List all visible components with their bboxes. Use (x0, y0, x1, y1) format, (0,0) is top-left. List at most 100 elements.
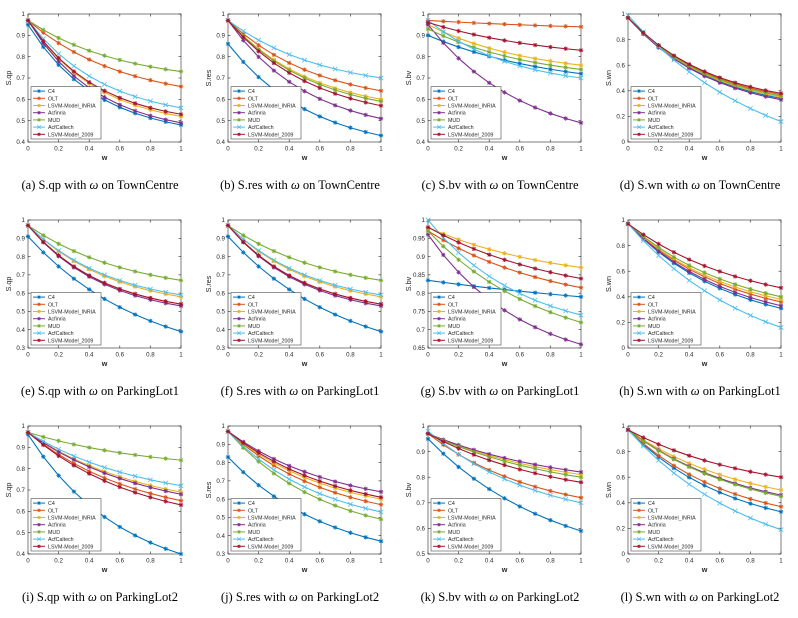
data-point (287, 471, 292, 477)
data-point (471, 32, 477, 37)
x-axis-label: w (301, 153, 308, 162)
axes-frame (427, 219, 582, 349)
data-point (178, 301, 184, 307)
data-point (71, 463, 77, 468)
data-point (502, 22, 507, 27)
series-mud (625, 221, 784, 299)
data-point (778, 285, 784, 291)
series-line (227, 225, 382, 281)
data-point (532, 257, 538, 263)
caption-metric: S.qp (37, 384, 64, 398)
y-tick-label: 0.8 (216, 54, 225, 61)
axes-frame (427, 425, 582, 555)
data-point (517, 40, 522, 46)
data-point (517, 98, 522, 103)
y-tick-label: 1 (622, 11, 626, 18)
series-lsvm-model-inria (25, 430, 184, 495)
data-point (656, 453, 661, 458)
series-acfinria (425, 22, 584, 125)
data-point (302, 57, 307, 63)
data-point (256, 54, 261, 60)
x-tick-label: 0.8 (346, 146, 355, 153)
data-point (578, 120, 584, 125)
caption-dataset: TownCentre (318, 178, 380, 192)
data-point (287, 60, 292, 66)
x-tick-label: 0.8 (146, 352, 155, 359)
legend-marker (637, 110, 641, 115)
axes-frame (627, 13, 782, 143)
legend-marker (637, 103, 641, 108)
data-point (778, 325, 784, 331)
chart-panel: 0.3 0.4 0.5 0.6 0.7 0.8 0.9 1 0 0.2 0.4 0.6 0.8 1 w S.q… (0, 206, 200, 412)
legend-marker (437, 530, 441, 534)
data-point (548, 488, 553, 494)
x-tick-label: 0.2 (54, 558, 63, 565)
data-point (102, 478, 107, 484)
data-point (517, 57, 522, 62)
data-point (132, 282, 138, 288)
y-tick-label: 0.5 (16, 309, 25, 316)
data-point (348, 288, 353, 293)
data-point (117, 277, 123, 283)
legend-label: AcfCaltech (48, 331, 74, 337)
data-point (471, 49, 477, 55)
data-point (132, 111, 138, 116)
series-olt (25, 430, 184, 503)
y-tick-label: 0.4 (216, 139, 225, 146)
data-point (502, 90, 507, 95)
y-tick-label: 0.5 (216, 118, 225, 125)
y-tick-label: 0.8 (616, 243, 625, 250)
data-point (763, 302, 768, 307)
data-point (117, 57, 122, 63)
legend-label: OLT (648, 302, 659, 308)
data-point (640, 443, 646, 449)
data-point (71, 453, 77, 459)
data-point (687, 461, 692, 466)
chart-svg: 0.4 0.5 0.6 0.7 0.8 0.9 1 0 0.2 0.4 0.6 0.8 1 w S.res C… (204, 11, 384, 162)
data-point (332, 66, 338, 72)
data-point (41, 434, 46, 440)
series-lsvm-model-inria (425, 225, 584, 270)
data-point (378, 88, 384, 93)
y-axis-label: S.res (204, 481, 213, 498)
data-point (163, 291, 168, 297)
legend-marker (637, 544, 641, 549)
caption-with: with (665, 384, 691, 398)
data-point (517, 459, 522, 464)
legend-marker (437, 544, 441, 549)
legend-marker (237, 338, 241, 343)
data-point (717, 500, 723, 506)
y-axis-label: S.qp (4, 71, 13, 86)
data-point (502, 462, 507, 468)
y-tick-label: 0.6 (616, 268, 625, 275)
series-lsvm-model-2009 (25, 223, 184, 307)
data-point (487, 451, 492, 457)
data-point (87, 445, 92, 450)
data-point (671, 259, 677, 265)
data-point (502, 455, 507, 461)
data-point (425, 228, 431, 234)
x-axis-label: w (101, 565, 108, 574)
data-point (502, 57, 507, 63)
data-point (41, 233, 46, 238)
data-point (178, 483, 184, 489)
data-point (502, 459, 507, 464)
data-point (763, 296, 768, 301)
y-tick-label: 0.9 (416, 449, 425, 456)
data-point (148, 105, 153, 111)
legend-marker (437, 501, 441, 505)
legend-marker (437, 338, 441, 343)
data-point (625, 15, 631, 21)
data-point (578, 528, 584, 534)
data-point (702, 471, 707, 476)
data-point (687, 453, 692, 458)
caption-omega: ω (690, 384, 700, 398)
y-tick-label: 0.5 (16, 118, 25, 125)
data-point (241, 445, 246, 450)
y-axis-label: S.wn (604, 482, 613, 498)
y-tick-label: 0.65 (413, 345, 426, 352)
data-point (563, 523, 568, 529)
legend-label: AcfCaltech (448, 331, 474, 337)
y-tick-label: 0.7 (216, 272, 225, 279)
